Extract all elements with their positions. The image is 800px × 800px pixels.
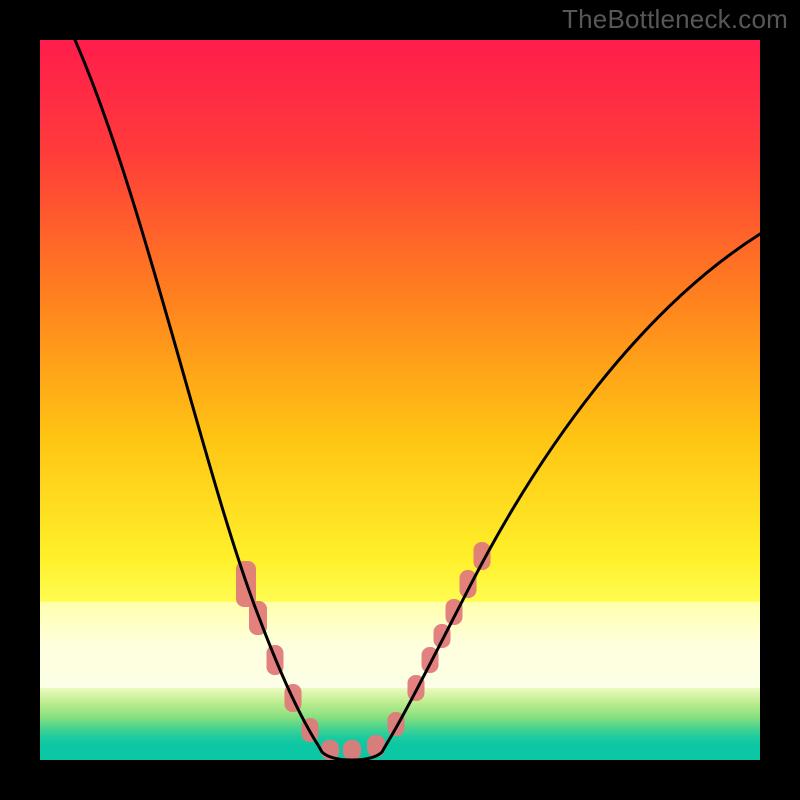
bottleneck-chart: [0, 0, 800, 800]
curve-marker: [343, 740, 361, 760]
watermark-text: TheBottleneck.com: [562, 4, 788, 35]
curve-marker: [460, 570, 477, 598]
chart-plot-area: [40, 40, 760, 760]
